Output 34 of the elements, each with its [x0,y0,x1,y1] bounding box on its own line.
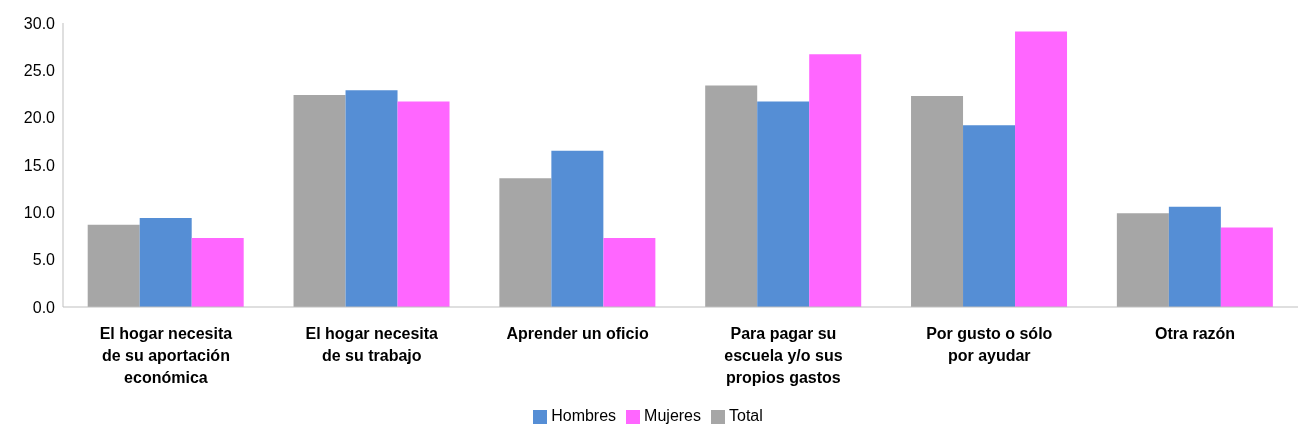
y-tick-label: 0.0 [32,298,56,316]
y-tick-label: 30.0 [23,14,56,32]
bar [87,224,140,307]
bar [397,101,450,307]
bar [963,125,1016,307]
bar [1168,206,1221,307]
bar [911,95,964,307]
bar [293,94,346,307]
bar [757,101,810,307]
bar [1015,31,1068,307]
bar [603,237,656,307]
y-tick-label: 15.0 [23,156,56,174]
x-tick-label: Otra razón [1155,325,1236,342]
y-tick-label: 10.0 [23,204,56,222]
bar [809,54,862,307]
legend-label: Total [729,407,763,424]
x-tick-label: El hogar necesita de su trabajo [305,325,439,364]
y-tick-label: 25.0 [23,62,56,80]
x-tick-label: Aprender un oficio [506,325,649,342]
bar [1220,227,1273,307]
bar [499,178,552,307]
legend-label: Hombres [551,407,617,424]
x-tick-label: Para pagar su escuela y/o sus propios gastos [724,325,843,386]
bar [191,237,244,307]
x-tick-label: El hogar necesita de su aportación económica [99,325,233,386]
bar [551,150,604,307]
bar [345,90,398,307]
bar [139,218,192,307]
bar [705,85,758,307]
x-tick-label: Por gusto o sólo por ayudar [926,325,1053,364]
y-tick-label: 5.0 [32,251,56,269]
bar [1116,213,1169,307]
legend-label: Mujeres [644,407,701,424]
y-tick-label: 20.0 [23,109,56,127]
